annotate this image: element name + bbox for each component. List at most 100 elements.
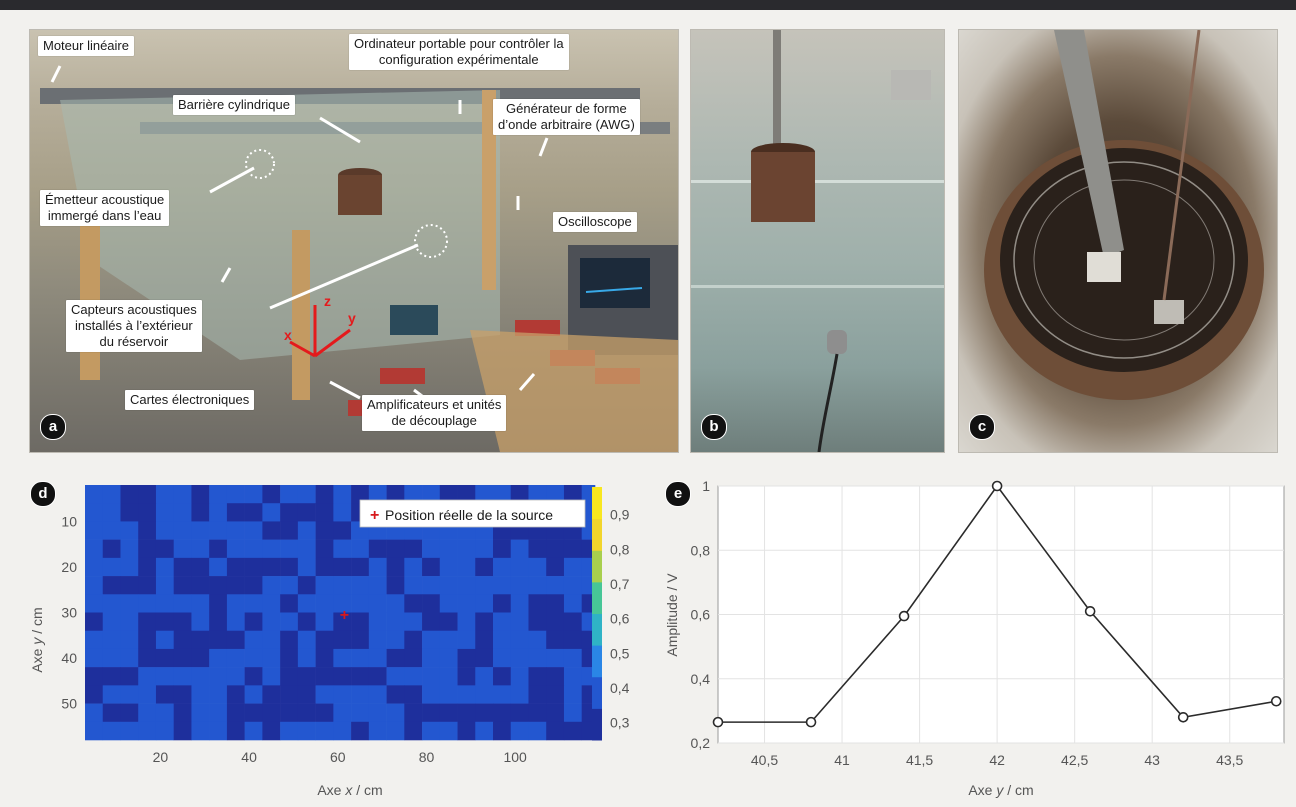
heatmap-cell	[120, 557, 139, 577]
heatmap-cell	[581, 685, 596, 704]
heatmap-cell	[493, 667, 512, 686]
heatmap-cell	[404, 667, 423, 686]
heatmap-cell	[368, 612, 387, 632]
y-axis-label: Axe y / cm	[29, 607, 45, 672]
heatmap-cell	[315, 685, 334, 704]
heatmap-cell	[315, 503, 334, 522]
heatmap-cell	[528, 485, 547, 504]
heatmap-cell	[138, 557, 157, 577]
heatmap-cell	[351, 648, 370, 668]
heatmap-cell	[173, 521, 192, 540]
panel-label-d: d	[30, 481, 56, 507]
heatmap-cell	[262, 721, 281, 741]
heatmap-cell	[493, 576, 512, 595]
heatmap-cell	[528, 594, 547, 613]
heatmap-cell	[422, 594, 441, 613]
heatmap-cell	[262, 485, 281, 504]
wood-post	[292, 230, 310, 400]
y-axis-label: Amplitude / V	[664, 573, 680, 657]
heatmap-cell	[120, 576, 139, 595]
heatmap-cell	[191, 721, 210, 741]
heatmap-cell	[510, 539, 529, 559]
heatmap-cell	[493, 539, 512, 559]
callout-cartes: Cartes électroniques	[125, 390, 255, 410]
heatmap-cell	[386, 648, 405, 668]
heatmap-cell	[280, 503, 299, 522]
heatmap-cell	[404, 594, 423, 613]
heatmap-cell	[368, 485, 387, 504]
heatmap-cell	[457, 721, 476, 741]
heatmap-cell	[102, 557, 121, 577]
colorbar-tick-label: 0,4	[610, 680, 630, 696]
y-tick-label: 40	[61, 650, 77, 666]
heatmap-cell	[386, 576, 405, 595]
colorbar-tick-label: 0,5	[610, 645, 630, 661]
heatmap-cell	[546, 721, 565, 741]
heatmap-cell	[262, 685, 281, 704]
heatmap-cell	[510, 576, 529, 595]
heatmap-cell	[297, 630, 316, 650]
heatmap-cell	[404, 485, 423, 504]
heatmap-cell	[546, 703, 565, 723]
heatmap-cell	[209, 557, 228, 577]
heatmap-cell	[475, 539, 494, 559]
legend-text: Position réelle de la source	[385, 507, 553, 523]
colorbar-segment	[592, 487, 602, 520]
heatmap-cell	[546, 685, 565, 704]
heatmap-cell	[351, 703, 370, 723]
legend-marker: +	[370, 507, 379, 524]
heatmap-cell	[297, 721, 316, 741]
heatmap-cell	[209, 521, 228, 540]
motor-bracket	[891, 70, 931, 100]
x-tick-label: 20	[153, 749, 169, 765]
y-tick-labels: 0,2 0,4 0,6 0,8 1	[691, 478, 711, 751]
heatmap-cell	[493, 485, 512, 504]
heatmap-cell	[333, 594, 352, 613]
heatmap-cell	[510, 685, 529, 704]
heatmap-cell	[262, 503, 281, 522]
heatmap-cell	[493, 612, 512, 632]
heatmap-cell	[333, 721, 352, 741]
heatmap-cell	[226, 503, 245, 522]
colorbar-tick-label: 0,6	[610, 611, 630, 627]
data-point	[1177, 712, 1189, 723]
heatmap-cell	[85, 539, 104, 559]
heatmap-cell	[244, 521, 263, 540]
wood-post	[482, 90, 496, 290]
data-point	[991, 480, 1003, 492]
heatmap-cell	[155, 685, 174, 704]
heatmap-cell	[102, 703, 121, 723]
heatmap-cell	[85, 612, 104, 632]
heatmap-cell	[138, 485, 157, 504]
heatmap-cell	[528, 685, 547, 704]
series-amplitude	[712, 480, 1282, 728]
heatmap-cell	[120, 594, 139, 613]
heatmap-cell	[138, 667, 157, 686]
water-tank	[60, 90, 500, 360]
heatmap-cell	[581, 576, 596, 595]
heatmap-cell	[439, 685, 458, 704]
heatmap-cell	[315, 648, 334, 668]
heatmap-cell	[315, 539, 334, 559]
heatmap-cell	[422, 667, 441, 686]
heatmap-cell	[155, 503, 174, 522]
coordinate-axes: z y x	[284, 293, 356, 358]
heatmap-cell	[546, 648, 565, 668]
heatmap-cell	[262, 703, 281, 723]
heatmap-cell	[333, 630, 352, 650]
heatmap-cell	[191, 594, 210, 613]
heatmap-cell	[280, 576, 299, 595]
y-tick-label: 0,6	[691, 607, 711, 623]
heatmap-cell	[85, 576, 104, 595]
callout-capteurs-line3: du réservoir	[99, 334, 169, 349]
heatmap-cell	[368, 685, 387, 704]
heatmap-cell	[351, 557, 370, 577]
heatmap-cell	[155, 630, 174, 650]
heatmap-cell	[581, 667, 596, 686]
x-tick-label: 80	[419, 749, 435, 765]
heatmap-cell	[475, 630, 494, 650]
colorbar-segment	[592, 708, 602, 741]
heatmap-cell	[493, 594, 512, 613]
heatmap-cell	[138, 539, 157, 559]
heatmap-cell	[563, 557, 582, 577]
